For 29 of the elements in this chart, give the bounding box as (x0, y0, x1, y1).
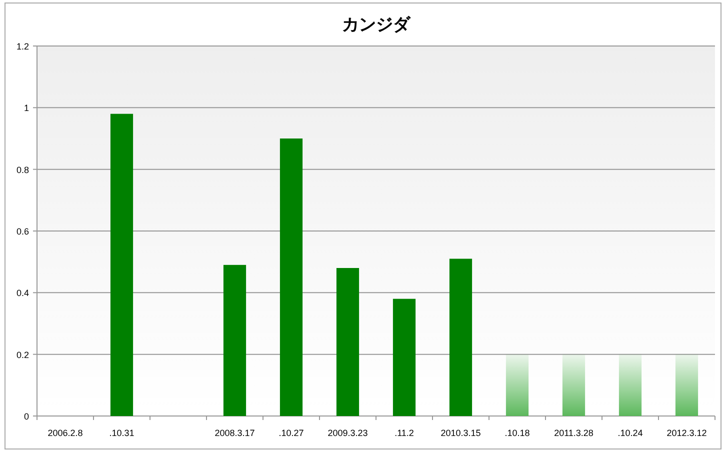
bar (675, 354, 698, 416)
bar (618, 354, 642, 416)
y-tick-label: 0.8 (16, 164, 29, 175)
x-tick-label: 2012.3.12 (666, 428, 707, 438)
y-tick-label: 0.6 (16, 226, 29, 236)
bar (223, 264, 246, 416)
bar (336, 268, 360, 416)
x-tick-label: 2010.3.15 (440, 428, 481, 438)
y-tick-label: 1 (24, 103, 29, 114)
y-tick-label: 1.2 (16, 42, 29, 52)
bar (449, 258, 472, 416)
x-tick-label: 2011.3.28 (554, 428, 594, 438)
y-tick-label: 0 (24, 412, 29, 422)
x-tick-label: .11.2 (394, 428, 414, 438)
bar (562, 354, 586, 416)
x-tick-label: .10.31 (109, 428, 134, 438)
x-tick-label: 2008.3.17 (214, 428, 255, 438)
bar (110, 114, 134, 416)
x-tick-label: .10.18 (504, 428, 530, 438)
x-tick-label: 2009.3.23 (328, 428, 368, 438)
x-tick-label: 2006.2.8 (48, 428, 83, 438)
y-tick-label: 0.2 (16, 350, 29, 360)
x-tick-label: .10.24 (618, 428, 643, 438)
bar (392, 298, 416, 416)
bar (280, 138, 303, 416)
bar (506, 354, 529, 416)
x-tick-label: .10.27 (278, 428, 304, 438)
chart-title: カンジダ (342, 15, 411, 35)
y-tick-label: 0.4 (16, 288, 29, 298)
